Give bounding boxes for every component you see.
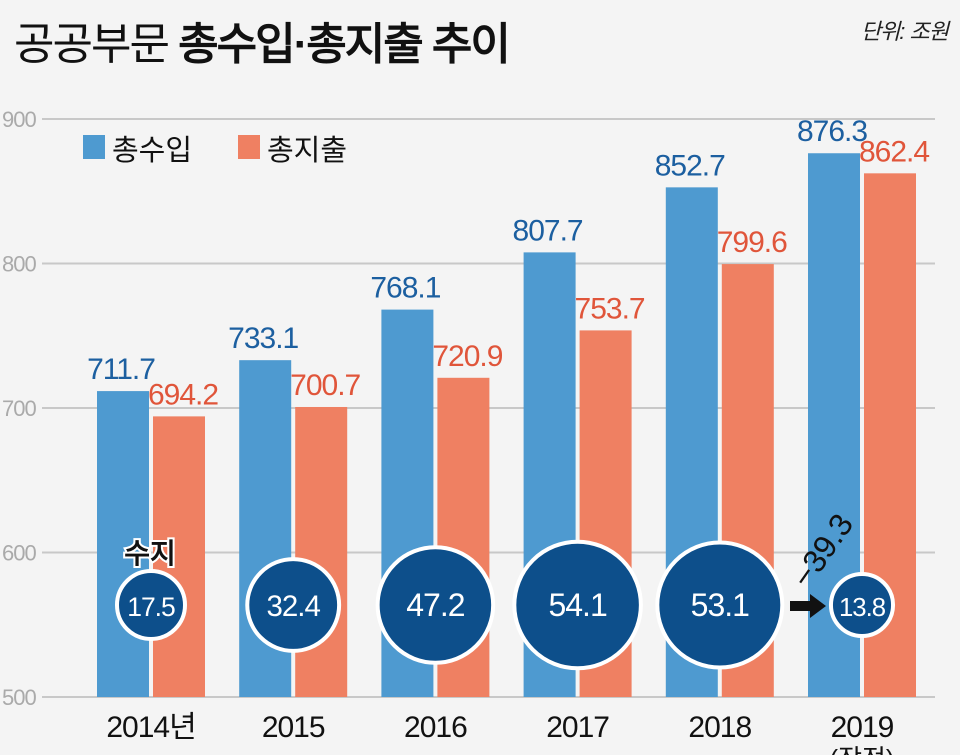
y-tick-label: 600 <box>2 541 36 566</box>
data-label: 711.7 <box>87 353 155 386</box>
y-tick-label: 500 <box>2 685 36 710</box>
bar-expenditure <box>153 416 205 697</box>
data-label: 694.2 <box>148 378 218 411</box>
data-label: 733.1 <box>228 322 298 355</box>
legend-label: 총수입 <box>112 134 192 167</box>
data-label: 768.1 <box>370 272 440 305</box>
balance-circle <box>245 557 342 653</box>
y-tick-label: 900 <box>2 107 36 132</box>
chart-title: 공공부문 총수입·총지출 추이 <box>14 8 511 72</box>
balance-value: 13.8 <box>839 594 886 622</box>
y-tick-label: 700 <box>2 396 36 421</box>
x-tick-label: 2017 <box>546 711 609 744</box>
balance-circle <box>512 539 643 671</box>
title-light: 공공부문 <box>14 20 170 69</box>
x-tick-label: 2016 <box>404 711 467 744</box>
data-label: 799.6 <box>717 226 787 259</box>
balance-circle <box>115 569 187 641</box>
x-tick-label: 2018 <box>688 711 751 744</box>
balance-circle <box>375 545 496 665</box>
balance-value: 32.4 <box>267 590 321 623</box>
legend-swatch <box>238 135 260 159</box>
balance-value: 53.1 <box>691 587 749 623</box>
title-bold: 총수입·총지출 추이 <box>178 20 511 69</box>
data-label: 876.3 <box>797 115 867 148</box>
data-label: 700.7 <box>290 369 360 402</box>
bar-revenue <box>97 391 149 697</box>
x-tick-sublabel: (잠정) <box>829 744 894 755</box>
data-label: 720.9 <box>432 340 502 373</box>
balance-value: 54.1 <box>548 587 606 623</box>
y-tick-label: 800 <box>2 252 36 277</box>
data-label: 807.7 <box>513 214 583 247</box>
balance-circle <box>655 540 785 670</box>
data-label: 753.7 <box>575 292 645 325</box>
arrow-right-icon <box>790 594 826 618</box>
data-label: 862.4 <box>859 135 929 168</box>
legend-label: 총지출 <box>267 134 347 167</box>
x-tick-label: 2015 <box>262 711 325 744</box>
x-tick-label: 2019 <box>831 711 894 744</box>
x-tick-label: 2014년 <box>106 711 195 744</box>
balance-circle <box>828 571 896 639</box>
bar-expenditure <box>295 406 348 697</box>
legend-swatch <box>83 135 105 159</box>
balance-value: 17.5 <box>127 592 175 622</box>
balance-label: 수지 <box>124 538 176 569</box>
unit-label: 단위: 조원 <box>860 19 949 44</box>
balance-value: 47.2 <box>406 587 464 623</box>
data-label: 852.7 <box>655 149 725 182</box>
